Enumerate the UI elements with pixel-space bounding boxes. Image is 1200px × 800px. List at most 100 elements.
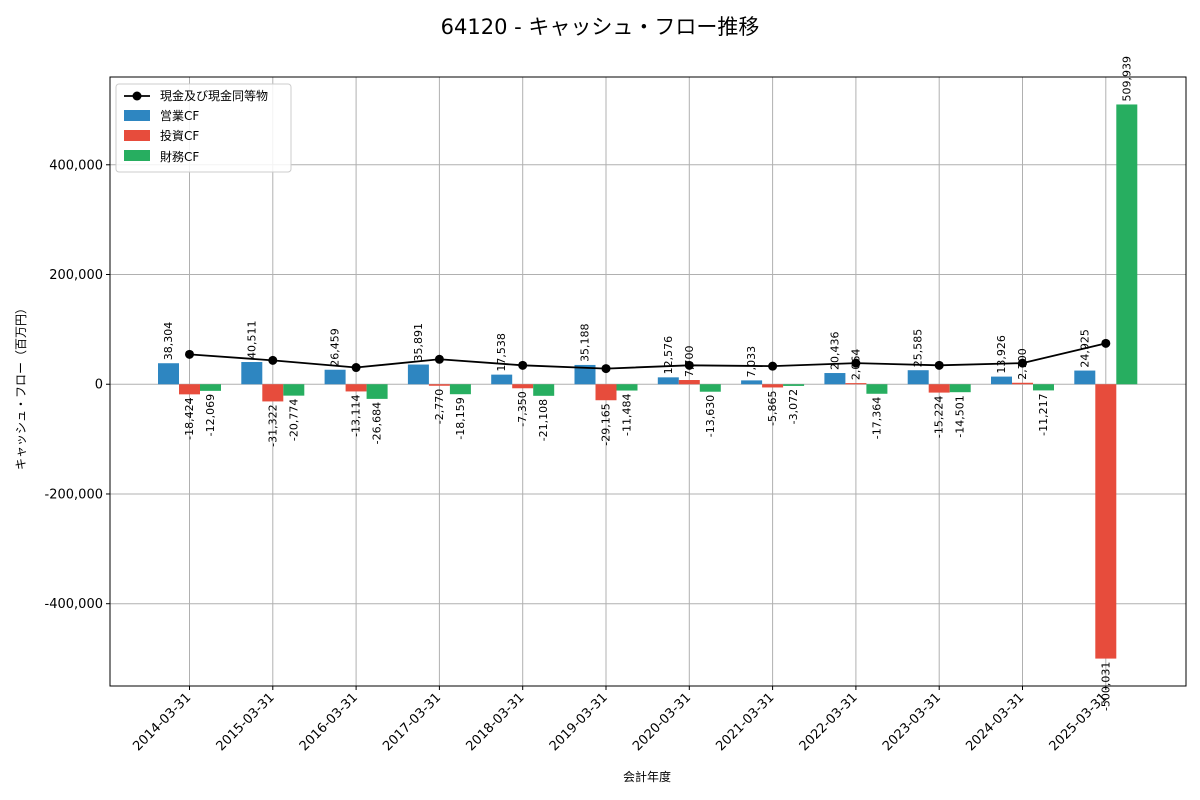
legend-label-operating: 営業CF [160,109,199,123]
cash-point [768,361,778,371]
y-tick-label: -200,000 [45,487,103,502]
bar [824,373,846,385]
bar [949,384,971,393]
data-label: -13,114 [350,394,363,436]
bar [595,384,617,401]
bar [324,369,346,385]
bar [533,384,555,396]
data-label: -11,217 [1037,393,1050,435]
data-label: -15,224 [933,396,946,438]
data-label: -12,069 [204,394,217,436]
bar [616,384,638,391]
legend-label-financing: 財務CF [160,149,199,164]
line-layer [185,338,1111,374]
data-label: 17,538 [495,333,508,372]
data-label-layer: 38,304 40,511 26,459 35,891 17,538 35,188 12,5… [162,56,1133,711]
data-label: 26,459 [329,328,342,367]
data-label: 24,925 [1078,329,1091,368]
x-tick-label: 2014-03-31 [130,690,194,754]
x-tick-label: 2015-03-31 [214,690,278,754]
x-tick-label: 2022-03-31 [797,690,861,754]
bar [845,383,867,385]
x-tick-label: 2016-03-31 [297,690,361,754]
data-label: 40,511 [245,321,258,360]
cash-point [434,354,444,364]
data-label: -5,865 [766,390,779,425]
legend-frame [115,83,292,173]
x-tick-label: 2020-03-31 [630,690,694,754]
data-label: 2,064 [849,349,862,381]
cash-point [851,358,861,368]
bar [1033,384,1054,391]
bar [657,377,679,385]
bar [512,384,534,389]
x-tick-label: 2018-03-31 [463,690,527,754]
chart-title: 64120 - キャッシュ・フロー推移 [441,15,760,39]
legend-marker-swatch [132,91,142,101]
cash-point [1101,338,1111,348]
y-tick-label: 0 [95,378,103,393]
grid-layer [110,77,1186,686]
legend-swatch-investing [124,130,150,141]
bar [428,384,450,386]
data-label: -31,322 [266,404,279,446]
bar [200,384,221,391]
bars-layer [158,104,1138,659]
bar [1012,382,1033,385]
data-label: 20,436 [828,332,841,371]
bar [345,384,367,392]
bar [907,370,929,385]
data-label: -29,165 [600,403,613,445]
bar [491,374,513,385]
data-label: -2,770 [433,389,446,424]
cash-point [351,363,361,373]
bar [158,363,179,385]
x-axis-title: 会計年度 [623,769,671,784]
data-label: 25,585 [912,329,925,368]
bar [449,384,471,395]
x-tick-label: 2025-03-31 [1047,690,1111,754]
legend-swatch-financing [124,150,150,161]
plot-frame [109,76,1187,687]
data-label: -14,501 [954,395,967,437]
data-label: -11,484 [621,394,634,436]
x-tick-label: 2021-03-31 [713,690,777,754]
x-tick-label: 2024-03-31 [963,690,1027,754]
bar [574,364,596,385]
x-tick-label: 2019-03-31 [547,690,611,754]
cash-point [1018,358,1027,368]
cash-point [684,360,694,370]
bar [179,384,200,395]
data-label: 7,700 [683,346,696,378]
y-tick-label: 200,000 [49,268,103,283]
data-label: -7,350 [516,391,529,426]
y-tick-label: -400,000 [45,597,103,612]
bar [366,384,388,399]
cash-point [185,349,194,359]
data-label: 12,576 [662,336,675,375]
data-label: 35,188 [579,323,592,362]
bar [678,380,700,385]
data-label: 38,304 [162,322,175,361]
cash-point [934,360,944,370]
legend: 現金及び現金同等物 営業CF 投資CF 財務CF [115,83,292,173]
data-label: 13,926 [995,335,1008,374]
data-label: -18,424 [183,397,196,439]
bar [866,384,888,394]
legend-label-investing: 投資CF [160,128,199,143]
cash-point [601,364,611,374]
bar [741,380,763,385]
legend-label-cash: 現金及び現金同等物 [160,88,268,103]
data-label: -17,364 [870,397,883,439]
bar [1095,384,1117,659]
data-label: -3,072 [787,389,800,424]
bar [407,364,429,385]
bar [1116,104,1138,385]
bar [283,384,305,396]
x-tick-label: 2017-03-31 [380,690,444,754]
bar [1074,370,1096,385]
bar [699,384,721,392]
legend-swatch-operating [124,110,150,121]
